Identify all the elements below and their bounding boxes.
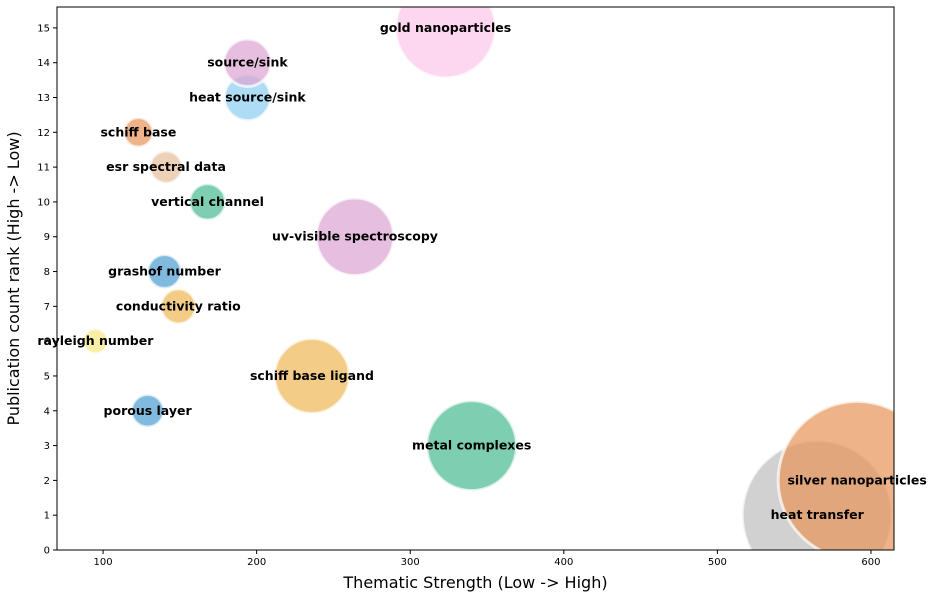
y-tick-label: 1 <box>44 511 50 522</box>
bubble-label: heat source/sink <box>189 90 306 105</box>
bubble-grashof-number <box>146 253 183 290</box>
x-axis-label: Thematic Strength (Low -> High) <box>342 573 607 592</box>
bubble-label: heat transfer <box>771 507 865 522</box>
bubble-schiff-base-ligand <box>272 336 351 415</box>
bubble-label: conductivity ratio <box>116 298 241 313</box>
bubble-metal-complexes <box>425 399 519 493</box>
bubble-label: schiff base <box>100 124 176 139</box>
y-tick-label: 5 <box>44 371 50 382</box>
x-tick-label: 300 <box>401 557 420 568</box>
x-tick-label: 200 <box>247 557 266 568</box>
y-tick-label: 0 <box>44 546 50 557</box>
bubble-porous-layer <box>129 393 166 429</box>
bubble-gold-nanoparticles <box>394 7 498 80</box>
y-tick-label: 12 <box>37 128 50 139</box>
bubble-label: vertical channel <box>151 194 264 209</box>
y-tick-label: 6 <box>44 337 50 348</box>
y-tick-label: 9 <box>44 232 50 243</box>
y-tick-label: 15 <box>37 23 50 34</box>
y-tick-label: 10 <box>37 197 50 208</box>
x-axis-ticks: 100 200 300 400 500 600 <box>94 550 881 568</box>
bubble-silver-nanoparticles <box>776 399 894 550</box>
x-tick-label: 500 <box>708 557 727 568</box>
bubble-label: schiff base ligand <box>250 368 374 383</box>
bubble-label: source/sink <box>207 55 288 70</box>
x-tick-label: 400 <box>554 557 573 568</box>
x-tick-label: 100 <box>94 557 113 568</box>
y-tick-label: 3 <box>44 441 50 452</box>
bubble-label: esr spectral data <box>106 159 226 174</box>
y-tick-label: 2 <box>44 476 50 487</box>
bubble-labels-layer: heat transfer silver nanoparticles metal c… <box>37 20 926 522</box>
x-tick-label: 600 <box>861 557 880 568</box>
y-tick-label: 7 <box>44 302 50 313</box>
bubble-label: rayleigh number <box>37 333 154 348</box>
bubble-conductivity-ratio <box>159 287 198 326</box>
bubble-label: uv-visible spectroscopy <box>272 229 438 244</box>
y-axis-label: Publication count rank (High -> Low) <box>4 131 23 425</box>
bubbles-layer <box>81 7 894 550</box>
bubble-vertical-channel <box>187 182 228 222</box>
bubble-label: silver nanoparticles <box>787 472 926 487</box>
y-tick-label: 13 <box>37 93 50 104</box>
bubble-rayleigh-number <box>81 327 110 356</box>
y-tick-label: 4 <box>44 406 50 417</box>
bubble-uv-visible-spectroscopy <box>314 196 396 277</box>
bubble-label: porous layer <box>104 403 193 418</box>
bubble-label: grashof number <box>108 264 222 279</box>
y-tick-label: 11 <box>37 163 50 174</box>
y-tick-label: 8 <box>44 267 50 278</box>
plot-frame <box>56 6 895 551</box>
bubble-source-sink <box>222 37 273 88</box>
y-tick-label: 14 <box>37 58 50 69</box>
bubble-label: metal complexes <box>412 438 531 453</box>
bubble-label: gold nanoparticles <box>380 20 511 35</box>
bubble-schiff-base <box>122 116 155 149</box>
bubble-esr-spectral-data <box>148 149 184 185</box>
